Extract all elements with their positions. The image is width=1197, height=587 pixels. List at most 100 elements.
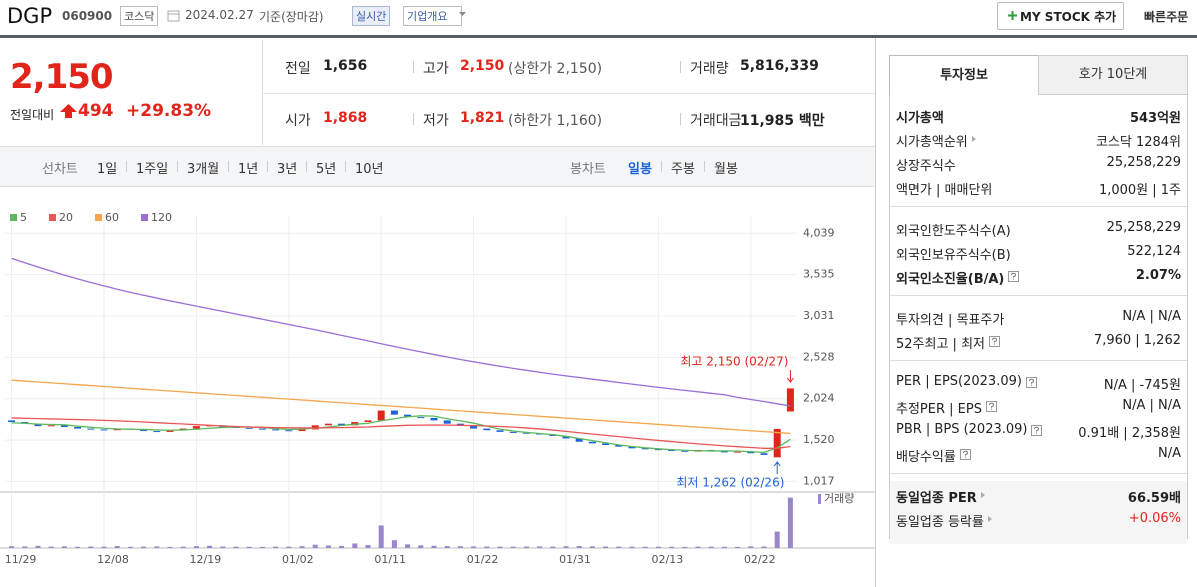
candle [773,428,781,458]
period-tab[interactable]: 1일 [97,162,118,177]
link-arrow[interactable] [988,516,992,522]
help-icon[interactable] [1031,425,1042,436]
period-tab[interactable]: 1년 [238,162,259,177]
mystock-label: MY STOCK 추가 [1020,10,1117,24]
volume-bar [365,545,371,548]
info-label: 배당수익률 [896,450,956,465]
candle [522,432,530,434]
y-tick-label: 3,535 [803,268,835,281]
period-tab[interactable]: 5년 [316,162,337,177]
ma-line [11,417,791,449]
divider [262,40,263,145]
volume-bar [484,546,490,548]
help-icon[interactable] [1026,377,1037,388]
quick-order[interactable]: 빠른주문 [1144,10,1189,24]
candle [153,431,161,433]
info-label: 외국인소진율(B/A) [896,272,1005,287]
link-arrow[interactable] [972,136,976,142]
volume-bar [180,546,186,548]
sep [267,161,268,172]
volume-bar [101,546,107,548]
sep [345,161,346,172]
candle-tab[interactable]: 일봉 [628,162,652,177]
link-arrow[interactable] [981,492,985,498]
candle-tab[interactable]: 월봉 [714,162,738,177]
calendar-icon [167,10,180,22]
period-tab[interactable]: 3개월 [187,162,220,177]
info-value: +0.06% [1128,511,1181,526]
period-tab[interactable]: 10년 [355,162,384,177]
x-tick-label: 12/08 [97,553,129,566]
header-rule [0,35,1197,38]
help-icon[interactable] [989,336,1000,347]
sep [413,113,414,125]
realtime-button[interactable]: 실시간 [352,6,391,26]
candle [456,423,464,426]
period-tab[interactable]: 1주일 [136,162,169,177]
volume-bar [193,546,199,548]
ma-line [11,379,791,435]
help-icon[interactable] [986,401,997,412]
legend-label: 120 [151,211,172,224]
tab[interactable]: 호가 10단계 [1038,55,1188,95]
candle [192,426,200,429]
volume-bar [9,546,15,548]
help-icon[interactable] [1008,271,1019,282]
volume-bar [299,546,305,548]
candle [100,429,108,431]
quote-label: 거래량 [690,61,729,77]
tab[interactable]: 투자정보 [889,55,1039,95]
volume-label: 거래량 [824,492,854,505]
volume-bar [312,544,318,548]
candle [166,430,174,432]
volume-bar [273,546,279,548]
panel-footer [890,481,1187,544]
info-label: 외국인보유주식수(B) [896,248,1011,263]
candle [496,430,504,432]
date: 2024.02.27 [185,8,254,22]
mystock-button[interactable] [997,2,1124,30]
sep [177,161,178,172]
legend-label: 5 [20,211,27,224]
info-label: 투자의견 | 목표주가 [896,313,1005,328]
volume-bar [220,546,226,548]
volume-bar [405,544,411,548]
volume-legend-swatch [818,494,821,504]
divider [890,295,1187,296]
legend-label: 60 [105,211,119,224]
candle [602,443,610,446]
volume-bar [154,546,160,548]
volume-bar [259,546,265,548]
candle [377,410,385,421]
tab-bar [0,146,875,187]
candle [483,428,491,431]
sep [306,161,307,172]
y-tick-label: 4,039 [803,226,835,239]
candle [760,453,768,455]
quote-label: 전일 [285,61,311,77]
divider [890,473,1187,474]
candle [628,446,636,449]
stock-name: DGP [7,4,53,28]
sep [228,161,229,172]
info-value: 522,124 [1127,244,1181,259]
sep [661,161,662,172]
help-icon[interactable] [960,449,971,460]
candle [87,428,95,430]
divider [890,206,1187,207]
dropdown-icon [459,12,466,16]
period-tab[interactable]: 3년 [277,162,298,177]
candle [34,423,42,427]
overview-button[interactable]: 기업개요 [403,6,463,26]
x-tick-label: 02/22 [744,553,776,566]
volume-bar [523,546,529,548]
volume-bar [457,546,463,548]
quote-value: 11,985 백만 [740,113,825,129]
y-tick-label: 1,520 [803,433,835,446]
candle [417,417,425,419]
x-tick-label: 12/19 [190,553,222,566]
candle [509,431,517,433]
candle [470,425,478,429]
candle-tab[interactable]: 주봉 [671,162,695,177]
info-label: 상장주식수 [896,159,956,174]
